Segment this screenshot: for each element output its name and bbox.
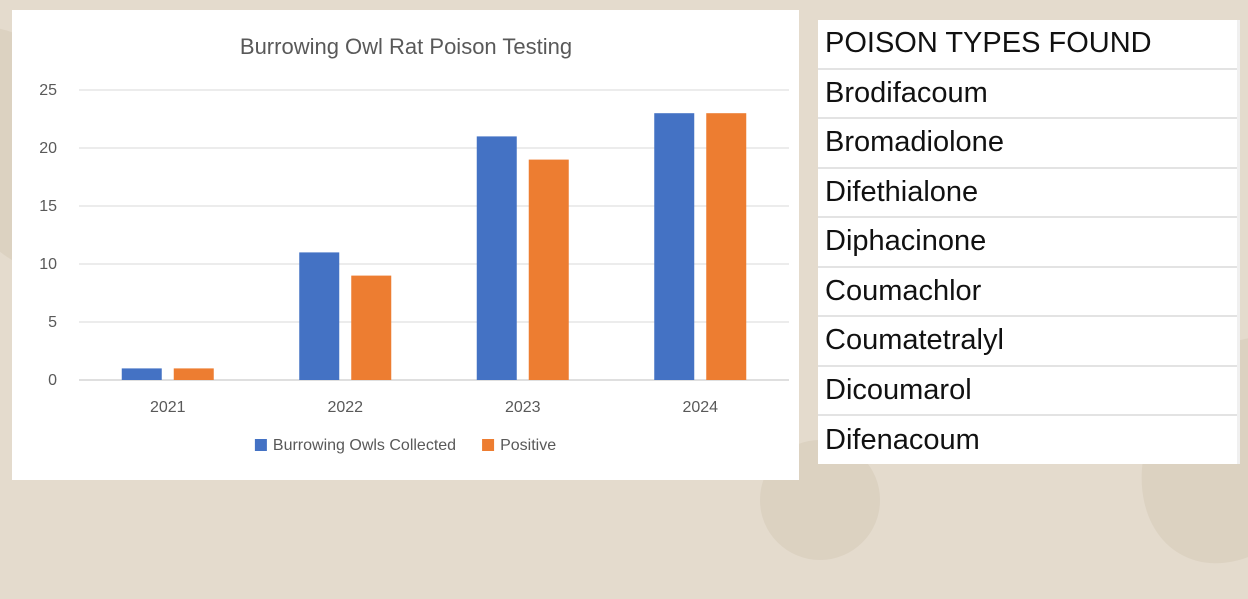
poison-table-row: Brodifacoum [818,70,1237,119]
y-tick-label: 15 [39,198,57,215]
poison-types-table: POISON TYPES FOUND Brodifacoum Bromadiol… [818,20,1240,464]
x-tick-label: 2023 [505,399,541,416]
chart-title: Burrowing Owl Rat Poison Testing [240,34,572,59]
bar-burrowing-owls-collected [654,113,695,380]
x-tick-label: 2022 [327,399,363,416]
legend-label: Burrowing Owls Collected [273,437,456,454]
poison-table-row: Bromadiolone [818,119,1237,169]
y-tick-label: 0 [48,372,57,389]
x-tick-label: 2021 [150,399,186,416]
x-tick-label: 2024 [682,399,718,416]
poison-table-row: Coumachlor [818,268,1237,317]
legend-swatch [482,439,495,451]
legend-label: Positive [500,437,556,454]
poison-table-row: Dicoumarol [818,367,1237,416]
bar-burrowing-owls-collected [476,136,517,380]
bar-burrowing-owls-collected [299,252,340,380]
chart-panel: Burrowing Owl Rat Poison Testing 0 5 10 15 2… [12,10,799,480]
x-axis-tick-labels: 2021 2022 2023 2024 [150,399,718,416]
bar-chart: Burrowing Owl Rat Poison Testing 0 5 10 15 2… [39,34,789,454]
y-axis-tick-labels: 0 5 10 15 20 25 [39,82,57,389]
bar-positive [351,275,392,380]
poison-table-row: Difethialone [818,169,1237,218]
bar-positive [173,368,214,380]
poison-table-row: Coumatetralyl [818,317,1237,367]
poison-table-row: Difenacoum [825,424,980,457]
bars [121,113,747,380]
legend: Burrowing Owls Collected Positive [254,437,556,454]
poison-table-row: Diphacinone [818,218,1237,268]
bar-positive [528,159,569,380]
y-tick-label: 5 [48,314,57,331]
poison-table-header: POISON TYPES FOUND [818,20,1237,70]
y-tick-label: 10 [39,256,57,273]
y-tick-label: 25 [39,82,57,99]
y-tick-label: 20 [39,140,57,157]
legend-swatch [254,439,267,451]
bar-burrowing-owls-collected [121,368,162,380]
bar-positive [706,113,747,380]
